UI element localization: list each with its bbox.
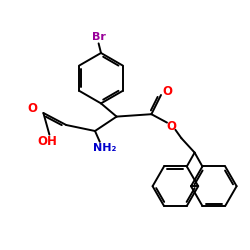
Text: O: O xyxy=(28,102,38,115)
Text: O: O xyxy=(167,120,177,133)
Text: O: O xyxy=(162,85,172,98)
Text: Br: Br xyxy=(92,32,106,42)
Text: NH₂: NH₂ xyxy=(93,143,116,153)
Text: OH: OH xyxy=(37,135,57,148)
